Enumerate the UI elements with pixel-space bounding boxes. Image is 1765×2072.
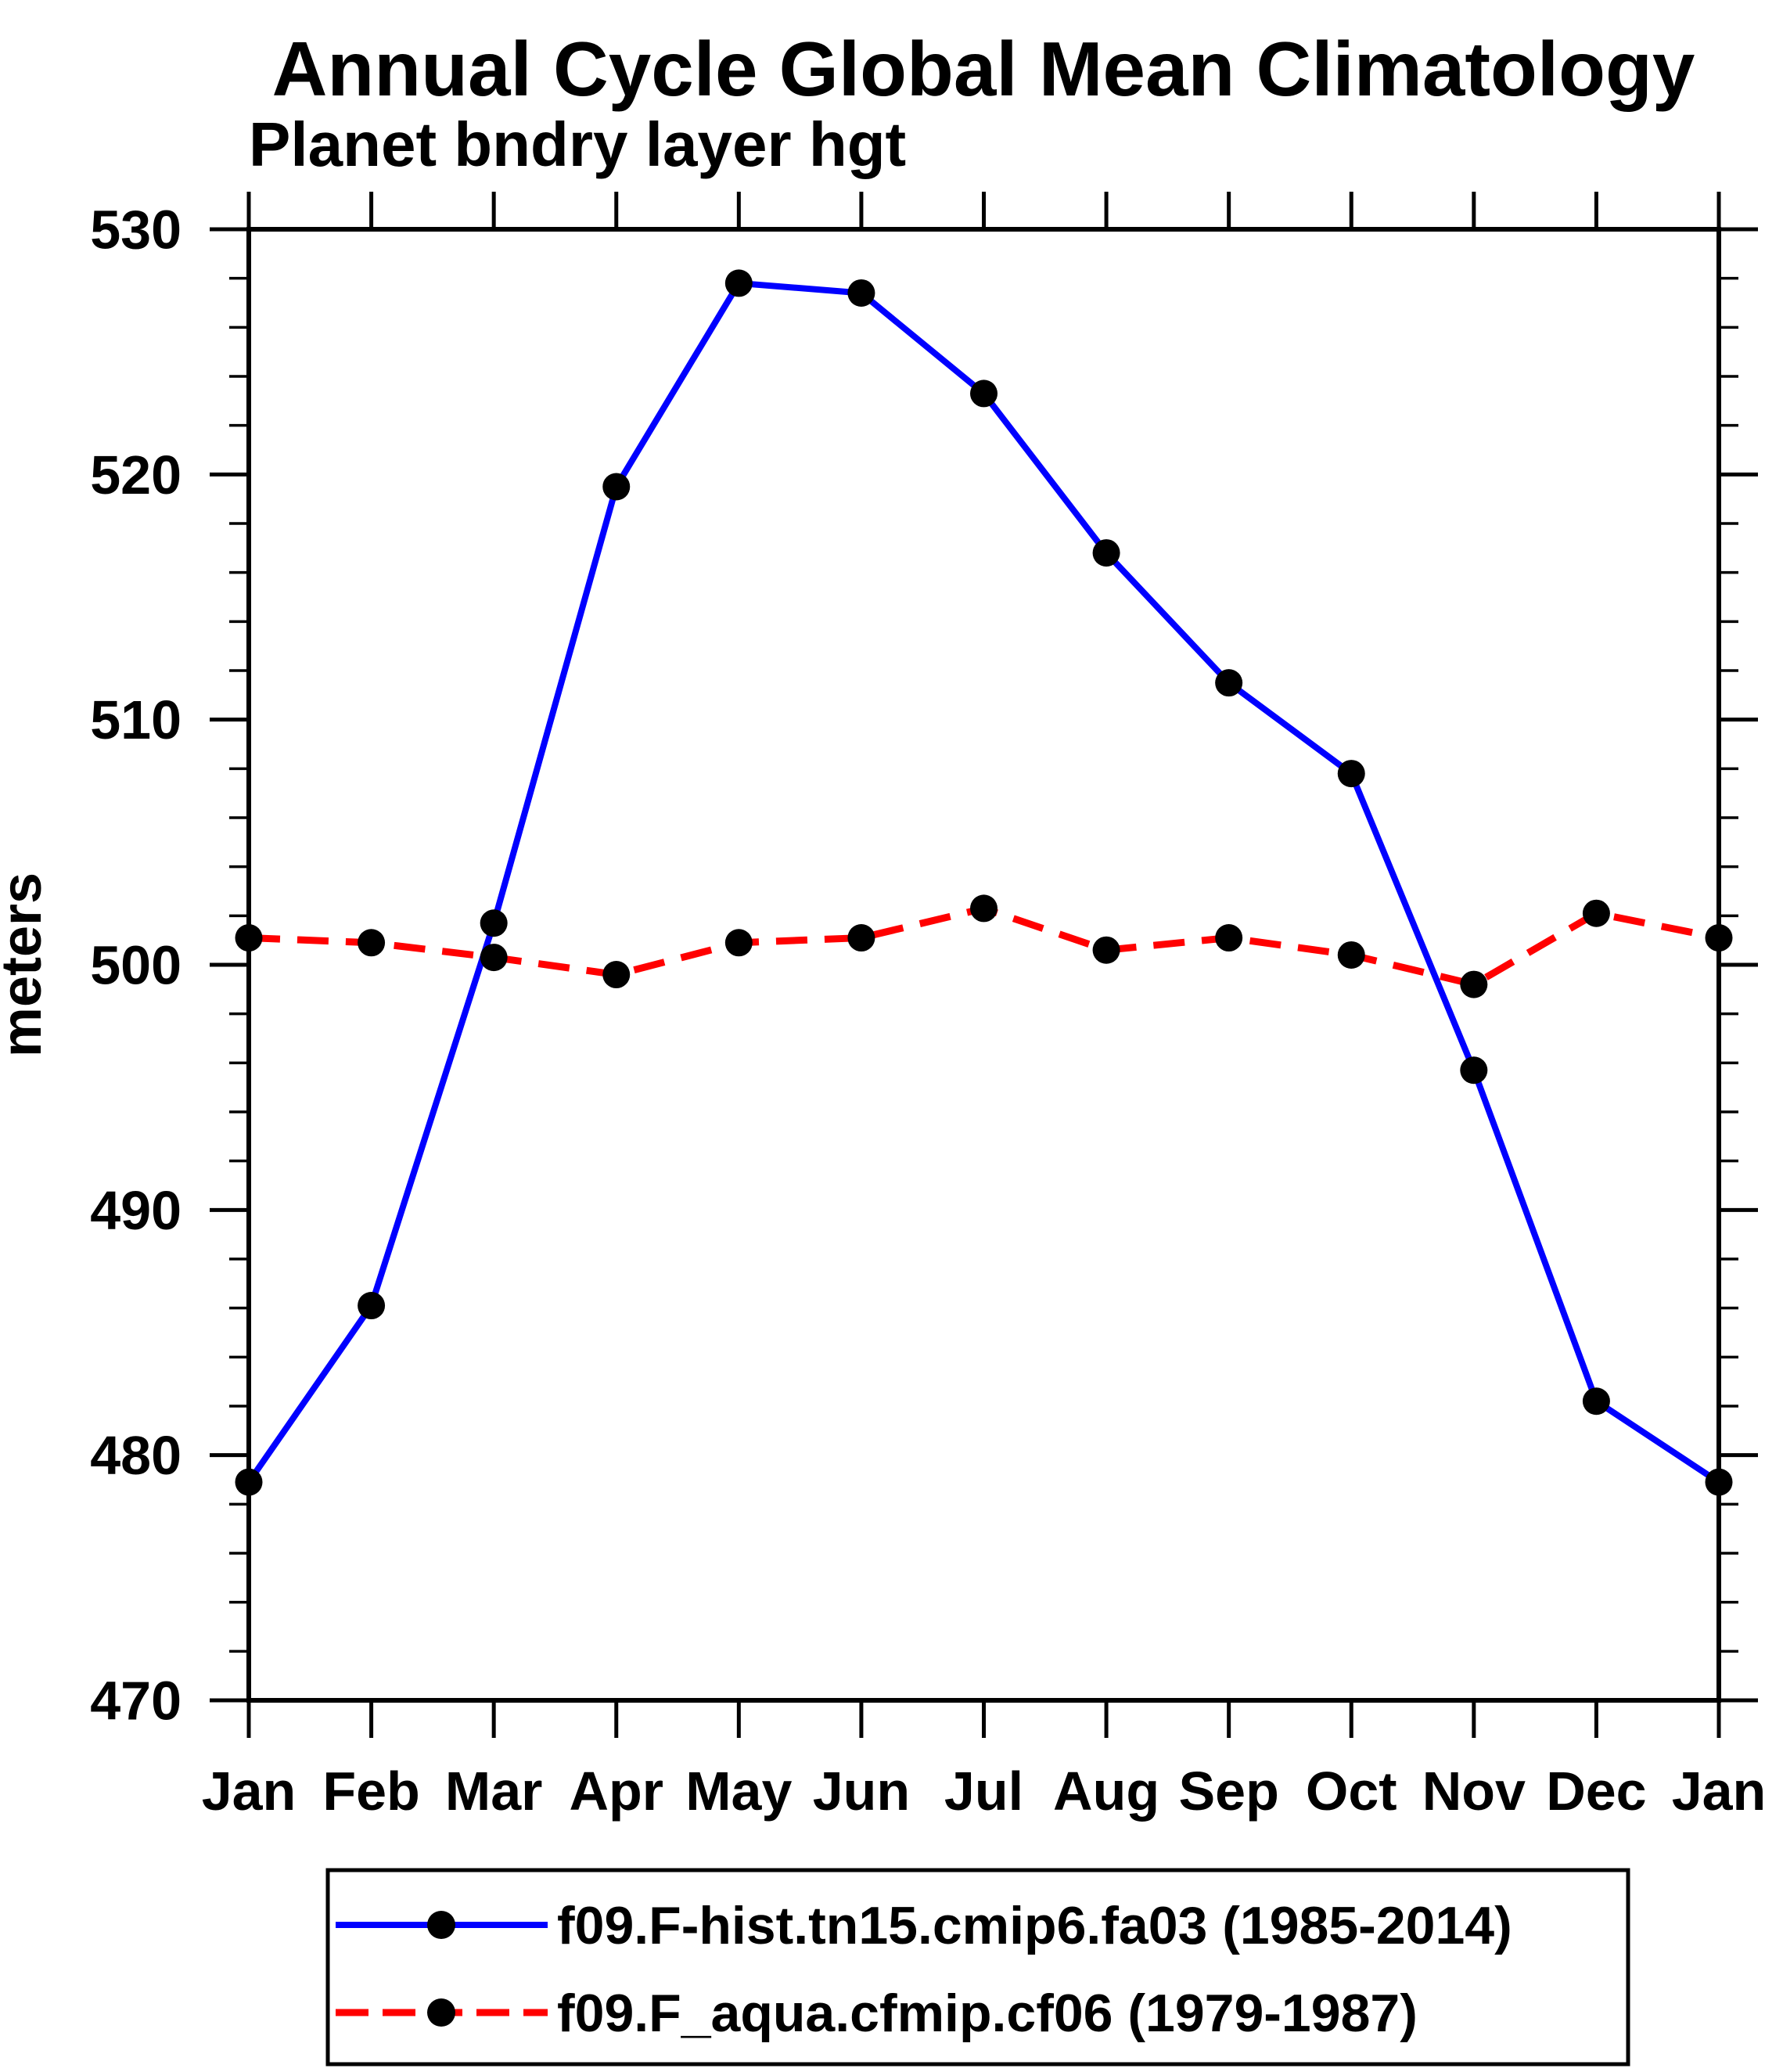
x-axis-ticks [246, 192, 1721, 1738]
series-marker-1 [724, 929, 753, 957]
y-tick-label: 500 [90, 935, 182, 996]
y-tick-label: 480 [90, 1425, 182, 1486]
y-tick-label: 470 [90, 1671, 182, 1732]
series-marker-1 [1460, 970, 1488, 998]
legend-box [325, 1868, 1630, 2067]
month-label: May [685, 1761, 792, 1822]
month-label: Aug [1053, 1761, 1159, 1822]
legend-marker-1 [427, 1998, 455, 2027]
month-label: Jan [1672, 1761, 1765, 1822]
month-label: Jun [813, 1761, 910, 1822]
series-marker-1 [235, 924, 263, 952]
series-marker-0 [1582, 1387, 1610, 1416]
series-marker-0 [1215, 669, 1243, 697]
series-marker-1 [1582, 899, 1610, 927]
month-label: Nov [1422, 1761, 1526, 1822]
series-marker-1 [1705, 924, 1733, 952]
series-marker-0 [724, 269, 753, 297]
x-axis-tick-labels: Jan Feb Mar Apr May Jun Jul Aug Sep Oct Nov Dec Jan [202, 1761, 1765, 1822]
series-marker-1 [358, 929, 386, 957]
series-marker-1 [480, 944, 508, 972]
month-label: Feb [322, 1761, 419, 1822]
month-label: Dec [1546, 1761, 1646, 1822]
y-tick-label: 510 [90, 689, 182, 750]
series-marker-1 [1337, 941, 1365, 969]
y-axis-ticks [210, 227, 1758, 1703]
series-marker-0 [480, 909, 508, 937]
month-label: Mar [445, 1761, 542, 1822]
series-line-0 [246, 279, 1721, 1485]
month-label: Jul [944, 1761, 1023, 1822]
plot-border [246, 227, 1721, 1703]
series-marker-0 [970, 380, 998, 408]
legend: f09.F-hist.tn15.cmip6.fa03 (1985-2014) f0… [325, 1868, 1630, 2067]
legend-marker-0 [427, 1911, 455, 1939]
series-marker-0 [1337, 760, 1365, 788]
series-marker-0 [1460, 1056, 1488, 1085]
series-marker-0 [1705, 1468, 1733, 1496]
series-marker-0 [1092, 539, 1120, 567]
plot-frame [246, 227, 1721, 1703]
series-marker-1 [847, 924, 875, 952]
series-marker-0 [602, 473, 631, 501]
series-marker-1 [1215, 924, 1243, 952]
month-label: Oct [1306, 1761, 1397, 1822]
chart-subtitle: Planet bndry layer hgt [249, 110, 906, 179]
month-label: Apr [569, 1761, 663, 1822]
series-marker-1 [1092, 936, 1120, 964]
month-label: Sep [1178, 1761, 1278, 1822]
series-marker-0 [235, 1468, 263, 1496]
y-tick-label: 530 [90, 200, 182, 261]
y-tick-label: 520 [90, 444, 182, 505]
series-marker-0 [358, 1292, 386, 1320]
month-label: Jan [202, 1761, 297, 1822]
y-axis-tick-labels: 470 480 490 500 510 520 530 [90, 200, 182, 1732]
legend-label-1: f09.F_aqua.cfmip.cf06 (1979-1987) [557, 1984, 1418, 2043]
y-axis-label: meters [0, 872, 53, 1057]
y-tick-label: 490 [90, 1180, 182, 1241]
chart-title: Annual Cycle Global Mean Climatology [272, 26, 1695, 112]
data-series [235, 269, 1733, 1496]
series-marker-1 [970, 894, 998, 923]
series-marker-0 [847, 279, 875, 307]
series-marker-1 [602, 961, 631, 989]
legend-label-0: f09.F-hist.tn15.cmip6.fa03 (1985-2014) [557, 1896, 1512, 1955]
